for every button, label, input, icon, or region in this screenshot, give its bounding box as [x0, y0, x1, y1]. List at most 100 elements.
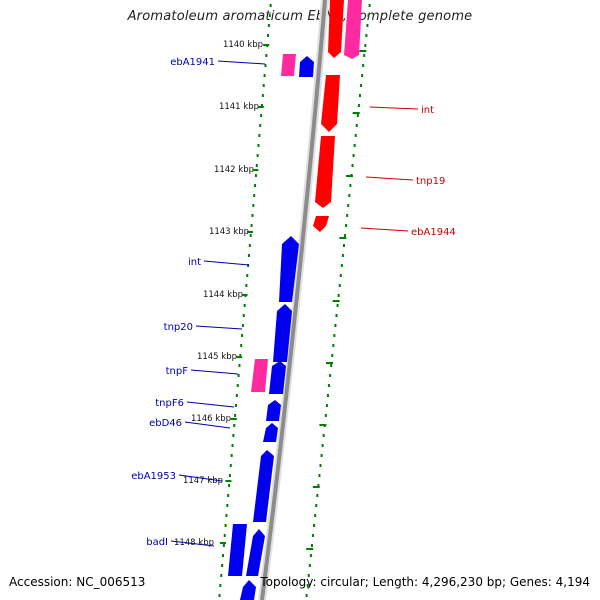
- gene-label-forward: badI: [146, 537, 168, 548]
- leader-line-forward: [203, 260, 250, 266]
- dot-outer: [337, 294, 340, 297]
- gene-ebA1944: [313, 216, 329, 232]
- dot-inner: [250, 224, 253, 227]
- dot-inner: [256, 154, 259, 157]
- tick-mark-inner: [220, 542, 227, 544]
- gene-tnp19: [315, 136, 335, 208]
- dot-inner: [267, 34, 270, 37]
- tick-mark-inner: [246, 231, 253, 233]
- dot-inner: [247, 264, 250, 267]
- dot-outer: [325, 404, 328, 407]
- dot-inner: [249, 234, 252, 237]
- dot-inner: [221, 554, 224, 557]
- dot-outer: [312, 534, 315, 537]
- dot-inner: [257, 144, 260, 147]
- tick-mark-outer: [345, 175, 353, 177]
- dot-inner: [227, 494, 230, 497]
- dot-inner: [241, 324, 244, 327]
- dot-outer: [353, 144, 356, 147]
- dot-outer: [326, 394, 329, 397]
- dot-inner: [260, 104, 263, 107]
- tick-mark-outer: [352, 112, 360, 114]
- gene-label-forward: int: [188, 257, 201, 268]
- tick-label: 1145 kbp: [197, 352, 237, 362]
- tick-mark-inner: [263, 44, 270, 46]
- gene-label-forward: ebD46: [149, 418, 182, 429]
- tick-mark-outer: [339, 237, 347, 239]
- leader-line-reverse: [365, 176, 414, 181]
- leader-line-forward: [217, 60, 266, 65]
- dot-outer: [340, 264, 343, 267]
- dot-inner: [220, 574, 223, 577]
- tick-label: 1142 kbp: [214, 165, 254, 175]
- gene-label-reverse: ebA1944: [411, 227, 456, 238]
- gene-int-reverse: [321, 75, 340, 132]
- dot-outer: [314, 514, 317, 517]
- gene-label-reverse: int: [421, 105, 434, 116]
- dot-outer: [357, 104, 360, 107]
- dot-inner: [224, 524, 227, 527]
- dot-inner: [231, 444, 234, 447]
- dot-inner: [261, 94, 264, 97]
- tick-mark-outer: [312, 486, 320, 488]
- forward-genes: [228, 54, 314, 600]
- dot-inner: [236, 384, 239, 387]
- accession-text: Accession: NC_006513: [9, 575, 146, 589]
- dot-outer: [348, 194, 351, 197]
- dot-outer: [365, 34, 368, 37]
- dot-inner: [235, 394, 238, 397]
- dot-inner: [269, 4, 272, 7]
- gene-bottom: [240, 580, 256, 600]
- gene-ebA1953: [253, 450, 274, 522]
- dot-inner: [268, 14, 271, 17]
- genome-backbone-core: [260, 0, 327, 600]
- leader-line-forward: [178, 474, 223, 482]
- map-title: Aromatoleum aromaticum EbN1, complete ge…: [127, 9, 473, 24]
- gene-reverse-top: [328, 0, 344, 58]
- dot-outer: [331, 354, 334, 357]
- gene-badI-a: [228, 524, 247, 576]
- dot-outer: [345, 224, 348, 227]
- tick-label: 1146 kbp: [191, 414, 231, 424]
- dot-inner: [245, 284, 248, 287]
- dot-inner: [232, 434, 235, 437]
- gene-labels: ebA1941 int tnp20 tnpF tnpF6 ebD46 ebA1953 badI…: [131, 57, 456, 548]
- rna-reverse-top: [344, 0, 362, 59]
- dot-outer: [367, 14, 370, 17]
- dot-inner: [267, 24, 270, 27]
- dot-outer: [364, 44, 367, 47]
- dot-inner: [218, 594, 221, 597]
- tick-mark-outer: [306, 548, 314, 550]
- dot-outer: [342, 244, 345, 247]
- dot-outer: [354, 134, 357, 137]
- dot-outer: [322, 434, 325, 437]
- dot-inner: [258, 134, 261, 137]
- gene-badI-b: [246, 529, 265, 576]
- dot-outer: [332, 344, 335, 347]
- dot-inner: [259, 124, 262, 127]
- tick-mark-outer: [332, 300, 340, 302]
- dot-inner: [229, 464, 232, 467]
- tick-mark-outer: [326, 362, 334, 364]
- dot-outer: [334, 324, 337, 327]
- dot-inner: [247, 254, 250, 257]
- dot-inner: [238, 364, 241, 367]
- tick-mark-inner: [236, 356, 243, 358]
- dot-inner: [228, 474, 231, 477]
- tick-label: 1148 kbp: [174, 538, 214, 548]
- tick-mark-outer: [359, 50, 367, 52]
- dot-outer: [349, 184, 352, 187]
- dot-outer: [339, 274, 342, 277]
- dot-inner: [243, 304, 246, 307]
- dot-inner: [262, 84, 265, 87]
- dot-outer: [363, 54, 366, 57]
- dot-outer: [360, 84, 363, 87]
- dot-outer: [324, 414, 327, 417]
- dot-inner: [253, 194, 256, 197]
- dot-inner: [239, 354, 242, 357]
- dot-outer: [333, 334, 336, 337]
- dot-outer: [320, 454, 323, 457]
- dot-inner: [240, 344, 243, 347]
- gene-tnp20: [273, 304, 292, 362]
